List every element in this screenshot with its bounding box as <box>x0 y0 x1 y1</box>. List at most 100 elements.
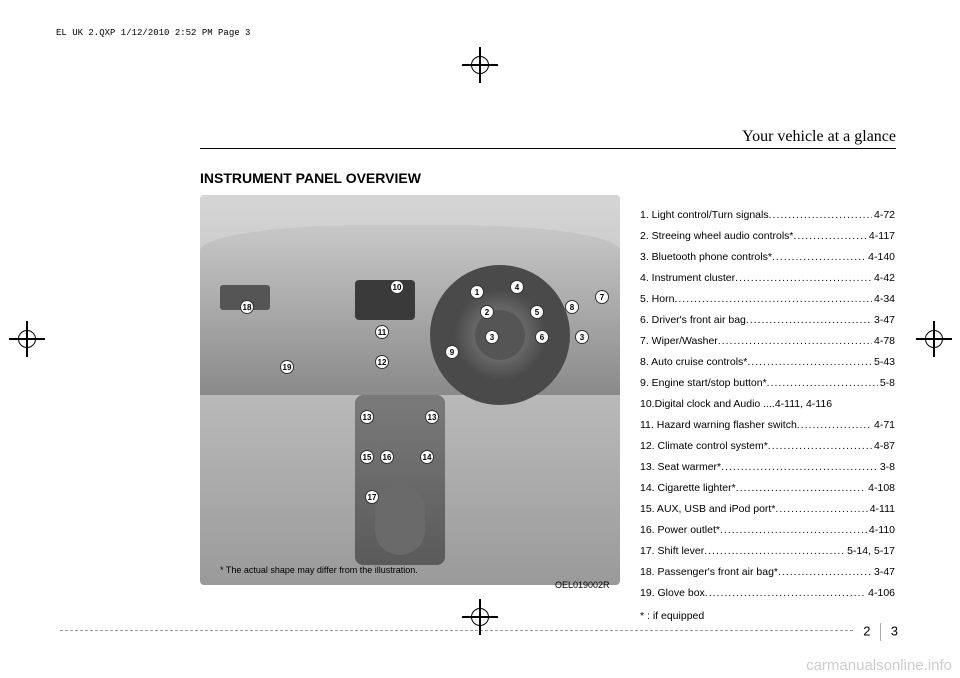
list-item: 3. Bluetooth phone controls* 4-140 <box>640 247 895 268</box>
callout-marker: 3 <box>485 330 499 344</box>
list-item: 10.Digital clock and Audio ....4-111, 4-… <box>640 394 895 415</box>
item-dots <box>769 205 872 226</box>
item-page: 4-106 <box>866 583 895 604</box>
list-item: 1. Light control/Turn signals 4-72 <box>640 205 895 226</box>
list-item: 18. Passenger's front air bag* 3-47 <box>640 562 895 583</box>
item-label: 15. AUX, USB and iPod port* <box>640 499 775 520</box>
callout-marker: 9 <box>445 345 459 359</box>
item-dots <box>735 268 872 289</box>
callout-marker: 14 <box>420 450 434 464</box>
item-label: 5. Horn <box>640 289 674 310</box>
item-label: 1. Light control/Turn signals <box>640 205 769 226</box>
item-dots <box>720 520 867 541</box>
item-label: 14. Cigarette lighter* <box>640 478 736 499</box>
section-title: Your vehicle at a glance <box>742 128 896 146</box>
callout-marker: 16 <box>380 450 394 464</box>
item-page: 5-14, 5-17 <box>845 541 895 562</box>
list-item: 13. Seat warmer* 3-8 <box>640 457 895 478</box>
item-page: 5-43 <box>872 352 895 373</box>
callout-marker: 1 <box>470 285 484 299</box>
callout-marker: 2 <box>480 305 494 319</box>
callout-marker: 15 <box>360 450 374 464</box>
item-page: 4-87 <box>872 436 895 457</box>
callout-marker: 12 <box>375 355 389 369</box>
item-page: 3-47 <box>872 562 895 583</box>
callout-marker: 10 <box>390 280 404 294</box>
item-label: 18. Passenger's front air bag* <box>640 562 778 583</box>
list-item: 19. Glove box 4-106 <box>640 583 895 604</box>
item-label: 13. Seat warmer* <box>640 457 721 478</box>
list-item: 9. Engine start/stop button* 5-8 <box>640 373 895 394</box>
page-number: 2 3 <box>853 623 898 641</box>
illustration-caption: * The actual shape may differ from the i… <box>220 565 418 575</box>
callout-marker: 17 <box>365 490 379 504</box>
list-item: 14. Cigarette lighter* 4-108 <box>640 478 895 499</box>
steering-wheel <box>430 265 570 405</box>
list-item: 12. Climate control system* 4-87 <box>640 436 895 457</box>
list-item: 2. Streeing wheel audio controls* 4-117 <box>640 226 895 247</box>
item-page: 4-111 <box>868 499 895 520</box>
item-label: 7. Wiper/Washer <box>640 331 718 352</box>
dashboard-illustration: 18191011129123456837131315161417 <box>200 195 620 585</box>
title-divider <box>200 148 896 149</box>
item-page: 4-108 <box>866 478 895 499</box>
item-label: 4. Instrument cluster <box>640 268 735 289</box>
item-label: 12. Climate control system* <box>640 436 768 457</box>
callout-marker: 11 <box>375 325 389 339</box>
item-label: 11. Hazard warning flasher switch <box>640 415 797 436</box>
list-item: 11. Hazard warning flasher switch 4-71 <box>640 415 895 436</box>
item-page: 4-117 <box>867 226 895 247</box>
callout-marker: 4 <box>510 280 524 294</box>
callout-marker: 13 <box>360 410 374 424</box>
item-label: 6. Driver's front air bag <box>640 310 746 331</box>
watermark: carmanualsonline.info <box>806 657 952 674</box>
callout-marker: 8 <box>565 300 579 314</box>
item-dots <box>704 541 845 562</box>
item-dots <box>746 310 872 331</box>
items-list: 1. Light control/Turn signals 4-722. Str… <box>640 205 895 627</box>
item-label: 2. Streeing wheel audio controls* <box>640 226 794 247</box>
page-title: INSTRUMENT PANEL OVERVIEW <box>200 170 421 186</box>
item-dots <box>772 247 866 268</box>
item-dots <box>705 583 866 604</box>
item-label: 16. Power outlet* <box>640 520 720 541</box>
item-label: 19. Glove box <box>640 583 705 604</box>
callout-marker: 18 <box>240 300 254 314</box>
page-footer: 2 3 <box>60 630 898 650</box>
item-label: 17. Shift lever <box>640 541 704 562</box>
callout-marker: 5 <box>530 305 544 319</box>
item-dots <box>768 436 872 457</box>
item-label: 9. Engine start/stop button* <box>640 373 767 394</box>
item-page: 3-8 <box>878 457 895 478</box>
list-item: 5. Horn 4-34 <box>640 289 895 310</box>
item-label: 3. Bluetooth phone controls* <box>640 247 772 268</box>
item-page: 4-140 <box>866 247 895 268</box>
callout-marker: 6 <box>535 330 549 344</box>
item-dots <box>721 457 878 478</box>
item-dots <box>794 226 867 247</box>
item-dots <box>718 331 872 352</box>
list-item: 15. AUX, USB and iPod port* 4-111 <box>640 499 895 520</box>
item-page: 4-71 <box>872 415 895 436</box>
list-item: 8. Auto cruise controls* 5-43 <box>640 352 895 373</box>
item-label: 8. Auto cruise controls* <box>640 352 747 373</box>
item-page: 4-78 <box>872 331 895 352</box>
item-page: 3-47 <box>872 310 895 331</box>
chapter-num: 2 <box>863 623 870 638</box>
callout-marker: 7 <box>595 290 609 304</box>
callout-marker: 19 <box>280 360 294 374</box>
callout-marker: 3 <box>575 330 589 344</box>
item-dots <box>797 415 872 436</box>
print-header: EL UK 2.QXP 1/12/2010 2:52 PM Page 3 <box>56 28 250 38</box>
list-item: 4. Instrument cluster 4-42 <box>640 268 895 289</box>
center-screen <box>355 280 415 320</box>
item-dots <box>674 289 872 310</box>
item-dots <box>747 352 872 373</box>
item-page: 4-34 <box>872 289 895 310</box>
shift-area <box>375 485 425 555</box>
item-dots <box>767 373 878 394</box>
image-code: OEL019002R <box>555 580 610 590</box>
list-item: 17. Shift lever 5-14, 5-17 <box>640 541 895 562</box>
page-num: 3 <box>891 623 898 638</box>
item-page: 4-72 <box>872 205 895 226</box>
